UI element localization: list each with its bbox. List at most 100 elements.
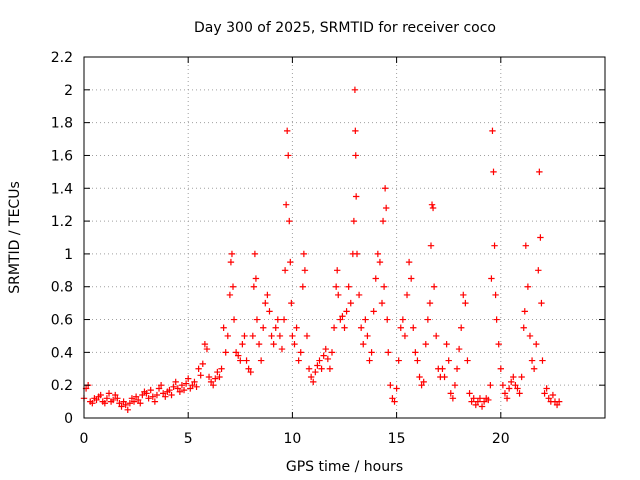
data-point: [397, 324, 404, 331]
data-point: [143, 390, 150, 397]
y-tick-label: 0.2: [51, 378, 73, 394]
data-point: [241, 332, 248, 340]
data-point: [352, 193, 360, 200]
data-point: [491, 242, 498, 249]
data-point: [276, 332, 284, 340]
data-point: [503, 395, 511, 402]
data-point: [212, 375, 219, 382]
data-point: [518, 373, 525, 381]
data-point: [460, 291, 467, 299]
data-point: [495, 340, 502, 348]
data-point: [351, 86, 359, 94]
data-point: [355, 291, 363, 299]
data-point: [318, 365, 325, 372]
data-point: [153, 391, 161, 399]
data-point: [283, 127, 291, 135]
data-point: [407, 275, 415, 282]
data-point: [487, 381, 494, 389]
data-point: [335, 291, 342, 299]
data-point: [134, 396, 142, 404]
data-point: [270, 340, 277, 348]
data-point: [528, 357, 536, 364]
data-point: [235, 352, 242, 359]
data-point: [149, 393, 156, 400]
y-tick-label: 1: [64, 247, 73, 263]
data-point: [478, 403, 486, 410]
data-point: [280, 316, 288, 323]
data-point: [288, 299, 295, 307]
data-point: [157, 381, 165, 389]
data-point: [352, 152, 359, 159]
data-point: [514, 385, 521, 392]
data-point: [366, 357, 373, 364]
data-point: [281, 267, 289, 274]
data-point: [289, 332, 296, 340]
y-tick-label: 0.8: [51, 280, 73, 296]
data-point: [426, 299, 434, 307]
chart-title: Day 300 of 2025, SRMTID for receiver coc…: [194, 20, 496, 36]
data-point: [395, 357, 402, 364]
data-point: [203, 345, 211, 353]
data-point: [226, 291, 234, 299]
data-point: [381, 185, 389, 192]
data-point: [470, 395, 477, 402]
data-point: [422, 340, 429, 348]
data-point: [182, 380, 190, 387]
data-point: [293, 324, 300, 331]
data-point: [364, 332, 371, 340]
data-point: [447, 390, 454, 397]
x-tick-label: 0: [80, 431, 89, 447]
data-point: [464, 357, 471, 364]
data-point: [524, 283, 532, 290]
data-point: [197, 372, 204, 379]
data-point: [382, 204, 390, 212]
data-point: [445, 357, 452, 364]
data-point: [272, 324, 279, 331]
y-tick-label: 2.2: [51, 50, 73, 66]
data-point: [139, 391, 146, 399]
data-point: [418, 381, 425, 389]
data-point: [522, 242, 530, 249]
data-point: [378, 299, 386, 307]
data-point: [255, 340, 263, 348]
data-point: [193, 383, 200, 391]
data-point: [185, 375, 192, 382]
data-point: [430, 283, 438, 290]
data-point: [414, 357, 421, 364]
data-point: [145, 395, 152, 402]
data-point: [521, 308, 528, 315]
data-point: [520, 324, 527, 331]
data-point: [353, 250, 361, 258]
data-point: [187, 385, 194, 392]
y-tick-label: 0.6: [51, 313, 73, 329]
data-point: [224, 332, 231, 340]
data-point: [499, 381, 507, 389]
data-point: [228, 250, 236, 258]
data-point: [201, 340, 209, 348]
data-point: [130, 398, 138, 405]
data-point: [384, 316, 391, 323]
data-point: [176, 388, 184, 395]
data-point: [285, 152, 292, 159]
data-point: [191, 378, 198, 386]
data-point: [403, 291, 411, 299]
data-point: [124, 406, 131, 413]
data-point: [443, 340, 450, 348]
data-point: [168, 391, 175, 399]
data-point: [207, 378, 215, 386]
data-point: [312, 368, 319, 376]
data-point: [210, 381, 217, 389]
data-point: [412, 349, 419, 356]
data-point: [428, 201, 436, 208]
data-point: [362, 316, 369, 323]
data-point: [257, 357, 265, 364]
data-point: [301, 267, 309, 274]
data-point: [391, 398, 398, 405]
data-point: [439, 365, 446, 372]
data-point: [326, 365, 334, 372]
data-point: [472, 401, 479, 409]
data-point: [490, 168, 497, 176]
data-point: [553, 401, 561, 409]
data-point: [109, 396, 117, 404]
data-point: [262, 299, 269, 307]
